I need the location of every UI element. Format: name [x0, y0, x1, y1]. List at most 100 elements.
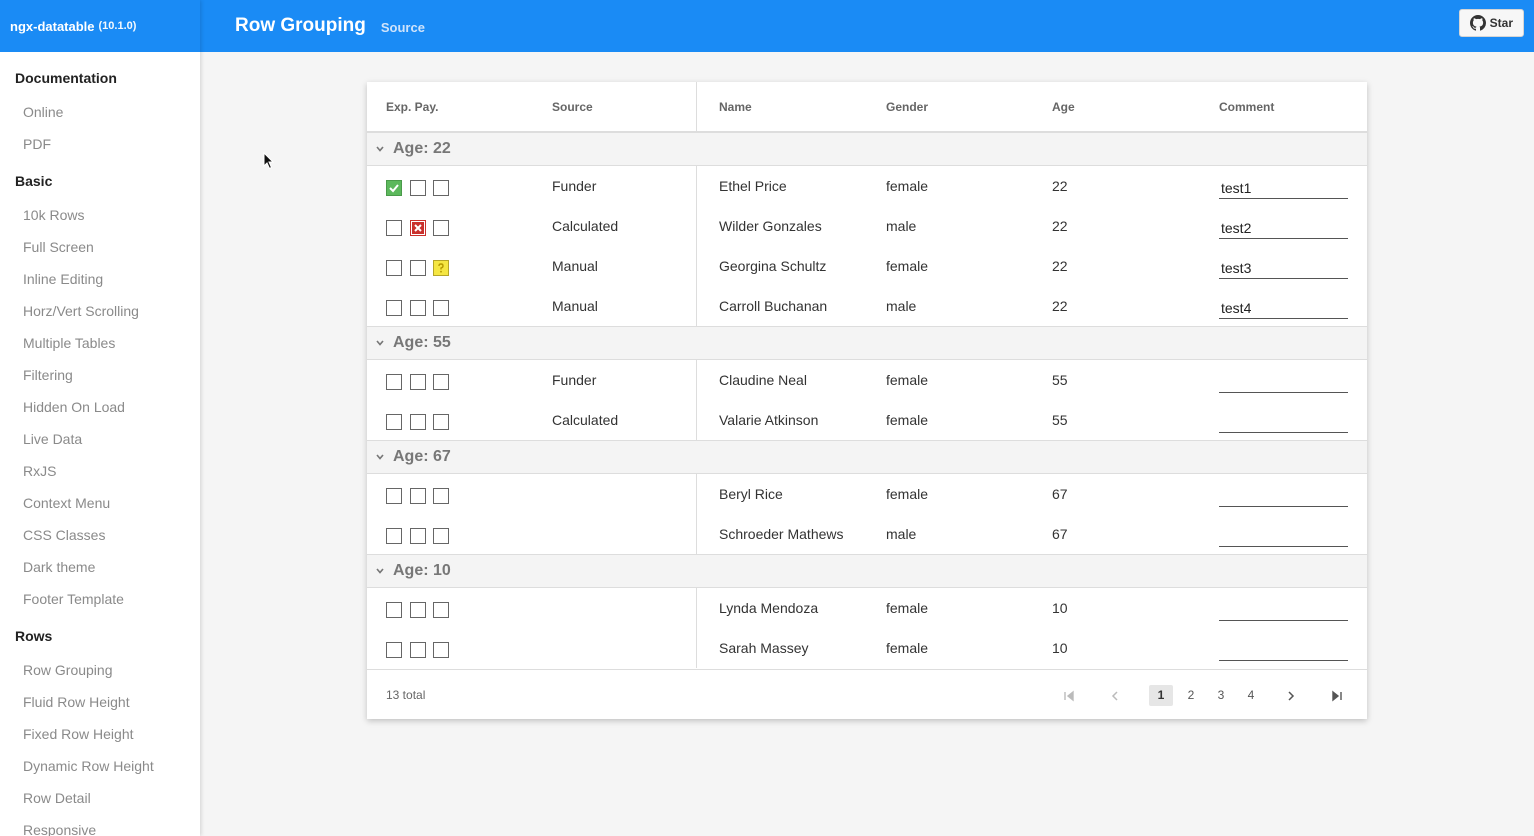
sidebar-item-dynamic-row-height[interactable]: Dynamic Row Height [23, 758, 154, 774]
gender-cell: female [886, 486, 929, 502]
chevron-down-icon [376, 568, 384, 574]
comment-input[interactable] [1219, 411, 1348, 433]
sidebar-item-footer-template[interactable]: Footer Template [23, 591, 124, 607]
status-checkbox[interactable] [433, 220, 449, 236]
comment-input[interactable] [1219, 177, 1348, 199]
sidebar-item-responsive[interactable]: Responsive [23, 822, 97, 836]
table-row[interactable]: Manual Carroll Buchanan male 22 [367, 286, 1367, 326]
sidebar-item-fixed-row-height[interactable]: Fixed Row Height [23, 726, 134, 742]
next-page-button[interactable] [1279, 685, 1303, 706]
status-checkbox[interactable] [410, 300, 426, 316]
page-button-2[interactable]: 2 [1187, 688, 1195, 702]
age-cell: 22 [1052, 178, 1068, 194]
status-checkbox[interactable] [433, 488, 449, 504]
status-checkbox[interactable] [386, 414, 402, 430]
status-checkbox[interactable] [410, 260, 426, 276]
sidebar-item-row-detail[interactable]: Row Detail [23, 790, 91, 806]
status-checkbox[interactable] [433, 602, 449, 618]
sidebar-item-filtering[interactable]: Filtering [23, 367, 73, 383]
status-checkbox[interactable] [433, 642, 449, 658]
group-header[interactable]: Age: 55 [367, 326, 1367, 360]
sidebar-item-context-menu[interactable]: Context Menu [23, 495, 111, 511]
column-header-age[interactable]: Age [1052, 100, 1075, 114]
first-page-button[interactable] [1057, 685, 1081, 706]
status-checkbox[interactable] [386, 528, 402, 544]
group-header[interactable]: Age: 22 [367, 132, 1367, 166]
comment-input[interactable] [1219, 599, 1348, 621]
comment-input[interactable] [1219, 217, 1348, 239]
status-checkbox[interactable] [386, 374, 402, 390]
sidebar-item-dark-theme[interactable]: Dark theme [23, 559, 96, 575]
group-header[interactable]: Age: 10 [367, 554, 1367, 588]
status-checkbox[interactable] [386, 180, 402, 196]
table-row[interactable]: Schroeder Mathews male 67 [367, 514, 1367, 554]
sidebar-item-inline-editing[interactable]: Inline Editing [23, 271, 104, 287]
status-checkbox[interactable] [433, 260, 449, 276]
status-checkbox[interactable] [410, 180, 426, 196]
last-page-button[interactable] [1325, 685, 1349, 706]
status-checkbox[interactable] [410, 488, 426, 504]
status-checkbox[interactable] [386, 642, 402, 658]
page-button-4[interactable]: 4 [1247, 688, 1255, 702]
column-header-exp-pay[interactable]: Exp. Pay. [386, 100, 439, 114]
sidebar-item-fluid-row-height[interactable]: Fluid Row Height [23, 694, 130, 710]
next-page-icon [1288, 690, 1295, 701]
comment-input[interactable] [1219, 525, 1348, 547]
comment-input[interactable] [1219, 639, 1348, 661]
status-checkbox[interactable] [386, 260, 402, 276]
table-row[interactable]: Beryl Rice female 67 [367, 474, 1367, 514]
status-checkbox[interactable] [433, 300, 449, 316]
sidebar-item-rxjs[interactable]: RxJS [23, 463, 57, 479]
column-header-comment[interactable]: Comment [1219, 100, 1275, 114]
table-row[interactable]: Sarah Massey female 10 [367, 628, 1367, 668]
sidebar-item-live-data[interactable]: Live Data [23, 431, 83, 447]
table-row[interactable]: Lynda Mendoza female 10 [367, 588, 1367, 628]
table-row[interactable]: Manual Georgina Schultz female 22 [367, 246, 1367, 286]
table-row[interactable]: Calculated Valarie Atkinson female 55 [367, 400, 1367, 440]
name-cell: Carroll Buchanan [719, 298, 828, 314]
status-checkbox[interactable] [410, 220, 426, 236]
status-checkbox[interactable] [386, 220, 402, 236]
github-star-button[interactable]: Star [1458, 9, 1524, 37]
status-checkbox[interactable] [410, 642, 426, 658]
sidebar-item-horz-vert-scrolling[interactable]: Horz/Vert Scrolling [23, 303, 139, 319]
table-row[interactable]: Calculated Wilder Gonzales male 22 [367, 206, 1367, 246]
sidebar-item-online[interactable]: Online [23, 104, 64, 120]
table-row[interactable]: Funder Ethel Price female 22 [367, 166, 1367, 206]
table-row[interactable]: Funder Claudine Neal female 55 [367, 360, 1367, 400]
name-cell: Valarie Atkinson [719, 412, 819, 428]
sidebar-item-full-screen[interactable]: Full Screen [23, 239, 94, 255]
column-header-name[interactable]: Name [719, 100, 752, 114]
status-checkbox[interactable] [433, 528, 449, 544]
sidebar-item-css-classes[interactable]: CSS Classes [23, 527, 106, 543]
comment-input[interactable] [1219, 297, 1348, 319]
status-checkbox[interactable] [433, 414, 449, 430]
sidebar-item-hidden-on-load[interactable]: Hidden On Load [23, 399, 125, 415]
sidebar: ngx-datatable (10.1.0) Documentation Onli… [0, 0, 200, 836]
comment-input[interactable] [1219, 257, 1348, 279]
sidebar-item-pdf[interactable]: PDF [23, 136, 51, 152]
status-checkbox[interactable] [433, 180, 449, 196]
status-checkbox[interactable] [386, 300, 402, 316]
status-checkbox[interactable] [410, 414, 426, 430]
sidebar-item-row-grouping[interactable]: Row Grouping [23, 662, 113, 678]
comment-input[interactable] [1219, 371, 1348, 393]
status-checkbox[interactable] [433, 374, 449, 390]
column-header-gender[interactable]: Gender [886, 100, 929, 114]
page-button-3[interactable]: 3 [1217, 688, 1225, 702]
comment-input[interactable] [1219, 485, 1348, 507]
prev-page-button[interactable] [1103, 685, 1127, 706]
brand[interactable]: ngx-datatable (10.1.0) [0, 0, 200, 52]
status-checkbox[interactable] [386, 602, 402, 618]
sidebar-section-rows: Rows [15, 628, 53, 644]
status-checkbox[interactable] [410, 374, 426, 390]
sidebar-item-10k-rows[interactable]: 10k Rows [23, 207, 85, 223]
status-checkbox[interactable] [386, 488, 402, 504]
group-header[interactable]: Age: 67 [367, 440, 1367, 474]
status-checkbox[interactable] [410, 602, 426, 618]
page-button-1[interactable]: 1 [1149, 685, 1173, 706]
status-checkbox[interactable] [410, 528, 426, 544]
column-header-source[interactable]: Source [552, 100, 593, 114]
source-link[interactable]: Source [380, 20, 425, 35]
sidebar-item-multiple-tables[interactable]: Multiple Tables [23, 335, 116, 351]
